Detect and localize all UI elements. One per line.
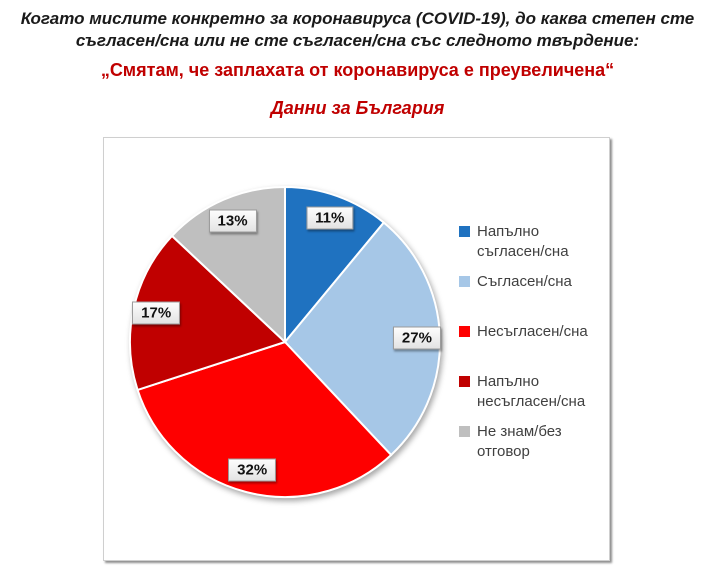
chart-subtitle: Данни за България bbox=[270, 98, 445, 118]
legend-swatch bbox=[459, 376, 470, 387]
legend-item: Съгласен/сна bbox=[459, 272, 609, 322]
legend-item: Напълно несъгласен/сна bbox=[459, 372, 609, 422]
pie-slice bbox=[170, 185, 286, 345]
question-title-line-2: съгласен/сна или не сте съгласен/сна със… bbox=[75, 31, 640, 50]
legend-item: Не знам/без отговор bbox=[459, 422, 609, 472]
legend-label: Не знам/без отговор bbox=[477, 423, 562, 460]
legend: Напълно съгласен/сна Съгласен/сна Несъгл… bbox=[459, 222, 609, 472]
pie-slice bbox=[136, 340, 393, 498]
legend-swatch bbox=[459, 276, 470, 287]
legend-label: Съгласен/сна bbox=[477, 273, 572, 290]
legend-swatch bbox=[459, 326, 470, 337]
chart-panel: 11% 27% 32% 17% 13% Напълно съгласен/сна Съг… bbox=[103, 137, 610, 561]
legend-label: Напълно съгласен/сна bbox=[477, 223, 569, 260]
legend-label: Несъгласен/сна bbox=[477, 323, 588, 340]
legend-item: Несъгласен/сна bbox=[459, 322, 609, 372]
title-block: Когато мислите конкретно за коронавируса… bbox=[0, 0, 715, 119]
statement-text: „Смятам, че заплахата от коронавируса е … bbox=[100, 60, 615, 80]
legend-label: Напълно несъгласен/сна bbox=[477, 373, 586, 410]
legend-swatch bbox=[459, 226, 470, 237]
legend-swatch bbox=[459, 426, 470, 437]
pie-chart bbox=[129, 185, 441, 498]
legend-item: Напълно съгласен/сна bbox=[459, 222, 609, 272]
question-title-line-1: Когато мислите конкретно за коронавируса… bbox=[20, 9, 695, 28]
